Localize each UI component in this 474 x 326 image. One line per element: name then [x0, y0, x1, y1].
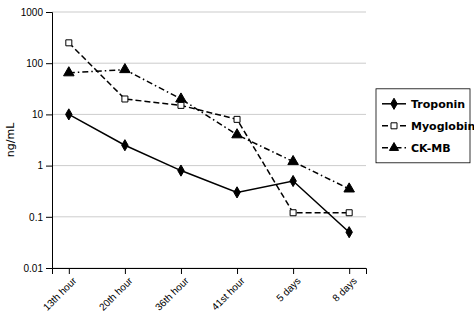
y-tick-label: 10: [32, 109, 44, 120]
marker: [120, 64, 131, 73]
marker: [66, 109, 72, 120]
x-tick-mark: [293, 268, 294, 274]
legend-label: Troponin: [411, 98, 465, 111]
legend: Troponin Myoglobin CK-MB: [376, 89, 474, 163]
grid: [52, 12, 366, 268]
y-tick-mark: [46, 12, 52, 13]
marker: [346, 210, 352, 216]
y-tick-label: 1: [37, 160, 43, 171]
y-tick-label: 100: [26, 58, 43, 69]
series-line: [69, 114, 349, 232]
y-tick: 100: [26, 58, 52, 69]
grid-line: [52, 114, 366, 115]
marker: [66, 40, 72, 46]
y-tick: 0.1: [29, 212, 52, 223]
series-markers: [66, 109, 353, 238]
x-tick-mark: [69, 268, 70, 274]
x-tick: 20th hour: [97, 268, 135, 313]
marker: [234, 116, 240, 122]
legend-item: Troponin: [382, 98, 465, 111]
x-tick-label: 36th hour: [153, 275, 191, 313]
legend-item: CK-MB: [382, 142, 451, 155]
marks: [64, 40, 355, 238]
marker: [232, 129, 243, 138]
x-tick: 13th hour: [41, 268, 79, 313]
x-tick-label: 20th hour: [97, 275, 135, 313]
x-tick-label: 5 days: [274, 275, 303, 304]
x-tick: 36th hour: [153, 268, 191, 313]
x-tick-label: 8 days: [330, 275, 359, 304]
x-tick: 5 days: [274, 268, 303, 304]
marker: [234, 187, 240, 198]
y-tick-label: 1000: [21, 7, 44, 18]
marker: [64, 67, 75, 76]
x-tick: 8 days: [330, 268, 359, 304]
y-tick-mark: [46, 63, 52, 64]
y-axis: 0.01 0.1 1 10 100 1000: [21, 7, 53, 274]
legend-label: Myoglobin: [411, 120, 474, 133]
x-tick-label: 41st hour: [209, 275, 247, 313]
marker: [290, 175, 296, 186]
y-tick-label: 0.1: [29, 212, 43, 223]
y-tick: 10: [32, 109, 52, 120]
y-tick-label: 0.01: [24, 263, 44, 274]
marker: [344, 183, 355, 192]
x-tick-mark: [125, 268, 126, 274]
series-line: [69, 70, 349, 189]
marker: [178, 102, 184, 108]
marker: [122, 96, 128, 102]
y-tick-mark: [46, 217, 52, 218]
y-tick-mark: [46, 166, 52, 167]
grid-line: [52, 12, 366, 13]
plot: 0.01 0.1 1 10 100 1000 13th hour 20th hour 36th …: [21, 7, 367, 313]
series-markers: [64, 64, 355, 192]
chart: 0.01 0.1 1 10 100 1000 13th hour 20th hour 36th …: [0, 0, 474, 326]
legend-marker: [389, 143, 398, 151]
grid-line: [52, 165, 366, 166]
grid-line: [52, 216, 366, 217]
marker: [290, 210, 296, 216]
grid-line: [52, 63, 366, 64]
y-tick-mark: [46, 114, 52, 115]
y-tick-mark: [46, 268, 52, 269]
legend-marker: [391, 123, 397, 129]
legend-label: CK-MB: [411, 142, 451, 155]
marker: [178, 165, 184, 176]
x-tick: 41st hour: [209, 268, 247, 312]
marker: [176, 93, 187, 102]
x-tick-label: 13th hour: [41, 275, 79, 313]
marker: [346, 227, 352, 238]
marker: [122, 140, 128, 151]
x-axis-line: [53, 269, 367, 275]
y-tick: 1: [37, 160, 52, 171]
x-axis: 13th hour 20th hour 36th hour 41st hour 5 da…: [41, 268, 367, 313]
y-axis-line: [46, 13, 53, 269]
marker: [288, 155, 299, 164]
x-tick-mark: [181, 268, 182, 274]
x-tick-mark: [349, 268, 350, 274]
x-tick-mark: [237, 268, 238, 274]
y-axis-title: ng/mL: [4, 122, 17, 157]
legend-item: Myoglobin: [382, 120, 474, 133]
y-tick: 1000: [21, 7, 52, 18]
series-line: [69, 43, 349, 213]
series-markers: [66, 40, 352, 216]
legend-marker: [391, 98, 397, 109]
y-tick: 0.01: [24, 263, 52, 274]
